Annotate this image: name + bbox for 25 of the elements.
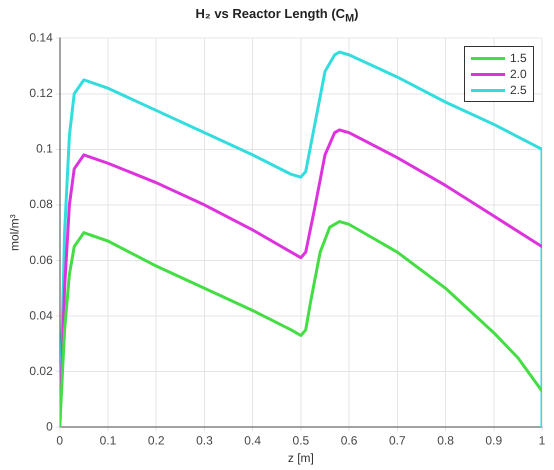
x-tick-label: 0.2: [148, 434, 165, 448]
x-tick-label: 0.8: [437, 434, 454, 448]
legend-label: 2.0: [510, 67, 527, 82]
legend-label: 2.5: [510, 83, 527, 98]
y-tick-label: 0: [46, 420, 54, 434]
y-tick-label: 0.1: [36, 142, 54, 156]
chart-title: H₂ vs Reactor Length (C$_{M}$): [194, 6, 360, 25]
x-tick-label: 0.3: [196, 434, 214, 448]
y-tick-label: 0.12: [29, 86, 54, 100]
x-tick-label: 0.1: [100, 434, 117, 448]
y-tick-label: 0.02: [29, 364, 54, 378]
x-tick-label: 0.4: [244, 434, 262, 448]
y-tick-label: 0.08: [29, 197, 54, 212]
x-tick-label: 0: [56, 434, 64, 448]
x-tick-label: 0.5: [292, 434, 310, 448]
y-tick-label: 0.06: [29, 252, 54, 267]
x-tick-label: 0.6: [340, 434, 358, 448]
y-tick-label: 0.14: [29, 30, 54, 45]
y-tick-label: 0.04: [29, 308, 54, 322]
x-tick-label: 1: [538, 434, 546, 448]
x-tick-label: 0.9: [485, 434, 502, 448]
x-tick-label: 0.7: [388, 434, 406, 448]
x-axis-title: z [m]: [288, 451, 314, 466]
legend-label: 1.5: [510, 51, 527, 66]
y-axis-title: mol/m³: [8, 214, 22, 252]
